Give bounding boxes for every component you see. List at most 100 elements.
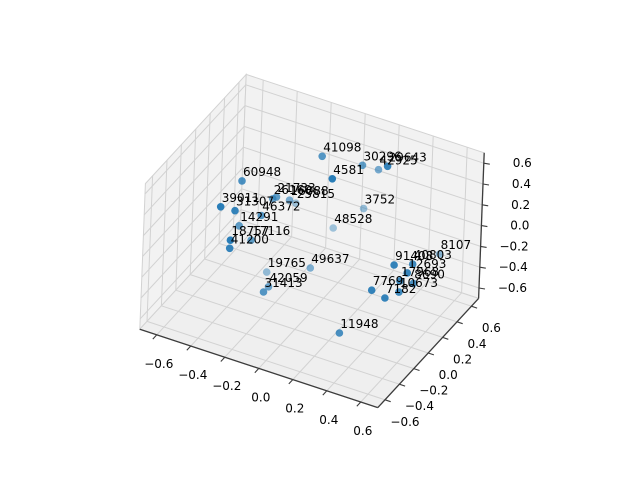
grid-line — [189, 128, 197, 275]
z-tick-label: −0.4 — [499, 260, 528, 274]
grid-line — [292, 270, 394, 380]
x-tick-label: −0.2 — [212, 379, 241, 393]
grid-line — [326, 281, 428, 392]
y-tick-mark — [471, 305, 478, 309]
scatter-point — [359, 204, 368, 213]
point-label: 17116 — [252, 224, 290, 238]
point-label: 29643 — [389, 150, 427, 164]
point-label: 25815 — [297, 187, 335, 201]
point-label: 48528 — [334, 212, 372, 226]
point-label: 41200 — [231, 232, 269, 246]
y-tick-label: −0.4 — [405, 399, 434, 413]
y-tick-mark — [442, 336, 449, 340]
y-tick-mark — [428, 352, 435, 356]
scatter-point — [306, 264, 315, 272]
x-tick-label: 0.4 — [319, 413, 338, 427]
scatter-point — [409, 279, 418, 288]
y-tick-label: −0.2 — [419, 384, 448, 398]
scatter-point — [367, 286, 376, 295]
scatter-point — [257, 211, 266, 220]
y-tick-label: 0.2 — [453, 352, 472, 366]
z-tick-label: −0.6 — [498, 281, 527, 295]
scatter-point — [272, 193, 281, 201]
grid-line — [190, 274, 429, 354]
scatter-point — [435, 250, 444, 258]
scatter-point — [408, 260, 417, 269]
scatter-point — [292, 199, 300, 207]
point-label: 41098 — [323, 140, 361, 154]
x-tick-mark — [152, 334, 158, 340]
scatter-point — [247, 236, 255, 244]
grid-line — [393, 124, 400, 271]
x-tick-mark — [220, 356, 226, 362]
grid-line — [204, 113, 211, 260]
grid-line — [232, 82, 240, 228]
x-tick-label: −0.6 — [144, 357, 173, 371]
z-tick-mark — [480, 245, 487, 248]
x-tick-label: 0.2 — [285, 402, 304, 416]
point-label: 8690 — [414, 267, 445, 281]
y-tick-mark — [399, 383, 406, 387]
point-label: 11948 — [340, 317, 378, 331]
x-tick-label: 0.0 — [251, 390, 270, 404]
point-label: 19765 — [268, 256, 306, 270]
point-label: 30296 — [364, 149, 402, 163]
point-label: 7182 — [386, 282, 417, 296]
x-tick-mark — [288, 379, 294, 385]
scatter-point — [381, 294, 389, 302]
grid-line — [218, 97, 226, 244]
point-label: 26160 — [274, 183, 312, 197]
grid-line — [461, 147, 468, 293]
y-tick-label: 0.4 — [467, 337, 486, 351]
point-label: 14291 — [240, 210, 278, 224]
x-tick-label: 0.6 — [353, 424, 372, 438]
point-label: 10673 — [400, 276, 438, 290]
y-tick-label: 0.6 — [482, 321, 501, 335]
y-tick-mark — [413, 368, 420, 372]
z-tick-mark — [478, 287, 486, 290]
grid-line — [244, 105, 484, 185]
point-label: 17968 — [401, 265, 439, 279]
point-label: 3752 — [365, 193, 396, 207]
grid-line — [233, 227, 472, 307]
x-tick-mark — [254, 368, 260, 374]
point-label: 18757 — [231, 224, 269, 238]
point-label: 12693 — [408, 257, 446, 271]
point-label: 21733 — [278, 181, 316, 195]
scatter-point — [285, 196, 294, 204]
point-label: 39011 — [222, 191, 260, 205]
x-tick-label: −0.4 — [178, 368, 207, 382]
z-tick-mark — [482, 204, 489, 207]
scatter-point — [226, 236, 235, 244]
z-tick-label: 0.6 — [513, 156, 532, 170]
grid-line — [144, 84, 247, 195]
point-label: 31307 — [236, 195, 274, 209]
grid-line — [218, 242, 458, 323]
y-tick-mark — [456, 321, 463, 325]
grid-line — [204, 258, 443, 338]
scatter-point — [358, 161, 367, 170]
scatter-point — [216, 203, 225, 211]
scatter-point — [396, 277, 404, 285]
z-tick-label: 0.4 — [512, 177, 531, 191]
grid-line — [245, 84, 484, 164]
y-tick-mark — [384, 399, 391, 403]
x-tick-mark — [186, 345, 192, 351]
scatter-point — [225, 244, 234, 253]
point-label: 16088 — [291, 184, 329, 198]
grid-line — [427, 135, 434, 282]
z-tick-mark — [483, 162, 490, 165]
point-label: 31413 — [265, 276, 303, 290]
scatter-point — [259, 288, 268, 296]
point-label: 60948 — [243, 165, 281, 179]
scatter-point — [390, 261, 398, 269]
grid-line — [360, 292, 462, 403]
point-label: 49637 — [311, 252, 349, 266]
point-label: 91408 — [395, 249, 433, 263]
point-label: 42925 — [380, 154, 418, 168]
grid-line — [143, 126, 245, 236]
scatter-point — [235, 222, 243, 230]
y-tick-label: 0.0 — [439, 368, 458, 382]
